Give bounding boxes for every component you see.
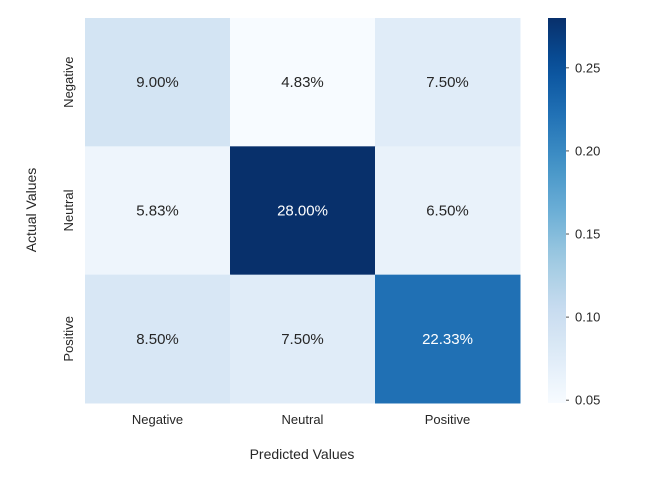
- x-tick-label: Positive: [425, 412, 471, 427]
- colorbar-tick-label: 0.10: [575, 310, 600, 325]
- cell-annotation: 5.83%: [136, 202, 179, 219]
- cell-annotations: 9.00% 4.83% 7.50% 5.83% 28.00% 6.50% 8.50% 7.50…: [136, 74, 473, 348]
- heatmap-cells: [85, 18, 521, 404]
- colorbar-tick-label: 0.05: [575, 393, 600, 408]
- x-tick-label: Negative: [132, 412, 183, 427]
- heatmap-cell: [85, 274, 231, 404]
- cell-annotation: 6.50%: [426, 202, 469, 219]
- cell-annotation: 8.50%: [136, 331, 179, 348]
- heatmap-cell: [230, 274, 376, 404]
- heatmap-cell: [85, 146, 231, 276]
- heatmap-cell: [230, 146, 376, 276]
- x-axis-label: Predicted Values: [250, 446, 355, 462]
- heatmap-cell: [375, 18, 521, 147]
- y-axis-label: Actual Values: [23, 168, 39, 253]
- colorbar-tick-label: 0.20: [575, 143, 600, 158]
- heatmap-cell: [85, 18, 231, 147]
- cell-annotation: 28.00%: [277, 202, 328, 219]
- x-tick-labels: Negative Neutral Positive: [132, 412, 470, 427]
- colorbar-tick-label: 0.15: [575, 227, 600, 242]
- y-tick-labels: Negative Neutral Positive: [61, 57, 76, 362]
- heatmap-cell: [230, 18, 376, 147]
- cell-annotation: 9.00%: [136, 74, 179, 91]
- colorbar-tick-labels: 0.05 0.10 0.15 0.20 0.25: [566, 60, 600, 408]
- cell-annotation: 22.33%: [422, 331, 473, 348]
- cell-annotation: 7.50%: [281, 331, 324, 348]
- cell-annotation: 7.50%: [426, 74, 469, 91]
- heatmap-cell: [375, 274, 521, 404]
- colorbar-tick-label: 0.25: [575, 60, 600, 75]
- cell-annotation: 4.83%: [281, 74, 324, 91]
- x-tick-label: Neutral: [282, 412, 324, 427]
- colorbar: [548, 18, 566, 403]
- y-tick-label: Negative: [61, 57, 76, 108]
- y-tick-label: Positive: [61, 316, 76, 362]
- y-tick-label: Neutral: [61, 189, 76, 231]
- heatmap-cell: [375, 146, 521, 276]
